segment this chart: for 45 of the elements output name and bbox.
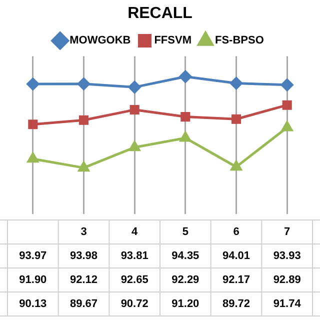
data-label: 93.97 [19, 250, 47, 262]
data-label: 91.20 [172, 298, 200, 310]
data-label: 94.35 [172, 250, 200, 262]
point [27, 152, 38, 163]
data-label: 90.13 [19, 298, 47, 310]
point [78, 162, 90, 172]
data-label: 89.72 [222, 298, 250, 310]
point [280, 78, 294, 92]
x-tick-label: 6 [233, 226, 240, 238]
data-label: 92.89 [273, 274, 301, 286]
x-tick-label: 5 [182, 226, 188, 238]
point [180, 132, 191, 142]
point [282, 100, 292, 110]
point [282, 121, 293, 132]
point [230, 77, 242, 90]
data-label: 92.65 [120, 274, 148, 286]
data-label: 90.72 [120, 298, 148, 310]
data-label: 93.81 [120, 250, 148, 262]
x-tick-label: 3 [80, 226, 87, 238]
point [130, 104, 140, 115]
data-label: 93.93 [273, 250, 301, 262]
legend-label: FS-BPSO [214, 34, 264, 47]
legend-label: MOWGOKB [70, 34, 131, 47]
point [28, 120, 38, 130]
x-tick-label: 7 [284, 226, 290, 238]
point [179, 70, 192, 83]
data-label: 91.74 [273, 298, 302, 310]
x-tick-label: 4 [132, 226, 139, 238]
data-label: 94.01 [222, 250, 250, 262]
point [78, 115, 89, 125]
point [128, 80, 141, 94]
point [180, 112, 190, 122]
point [26, 78, 40, 90]
data-label: 92.17 [222, 274, 250, 286]
data-label: 91.90 [19, 274, 47, 286]
point [129, 141, 140, 152]
point [78, 78, 90, 90]
data-label: 92.12 [70, 274, 98, 286]
data-label: 93.98 [70, 250, 98, 262]
chart-title: RECALL [128, 5, 193, 22]
data-label: 89.67 [70, 298, 98, 310]
data-label: 92.29 [172, 274, 200, 286]
legend-label: FFSVM [154, 34, 192, 47]
point [230, 160, 242, 171]
point [231, 114, 242, 124]
